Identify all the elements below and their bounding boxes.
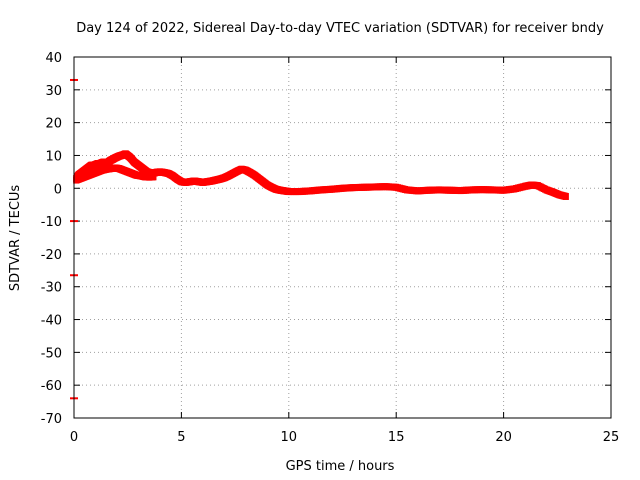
y-tick-label: -40 [41,314,62,329]
y-tick-label: 30 [45,84,62,99]
y-axis-label: SDTVAR / TECUs [8,185,23,292]
y-tick-labels: 40 30 20 10 0 -10 -20 -30 -40 -50 -60 -70 [41,51,62,427]
data-points [73,150,569,200]
y-tick-label: -20 [41,248,62,263]
grid [74,57,611,418]
x-axis-label: GPS time / hours [286,459,395,474]
axis-ticks [73,56,612,419]
y-tick-label: -50 [41,346,62,361]
x-tick-label: 25 [603,430,620,445]
plot-frame [73,56,612,419]
y-tick-label: 20 [45,117,62,132]
y-tick-label: -70 [41,412,62,427]
x-tick-label: 5 [177,430,185,445]
x-tick-label: 0 [70,430,78,445]
y-tick-label: 10 [45,149,62,164]
x-tick-label: 20 [495,430,512,445]
x-tick-label: 15 [388,430,405,445]
data-point [562,192,569,200]
chart-title: Day 124 of 2022, Sidereal Day-to-day VTE… [76,21,604,36]
y-tick-label: -30 [41,281,62,296]
y-tick-label: -60 [41,379,62,394]
x-tick-label: 10 [281,430,298,445]
y-tick-label: 0 [54,182,62,197]
y-tick-label: -10 [41,215,62,230]
y-tick-label: 40 [45,51,62,66]
data-point [150,173,157,181]
x-tick-labels: 0 5 10 15 20 25 [70,430,619,445]
